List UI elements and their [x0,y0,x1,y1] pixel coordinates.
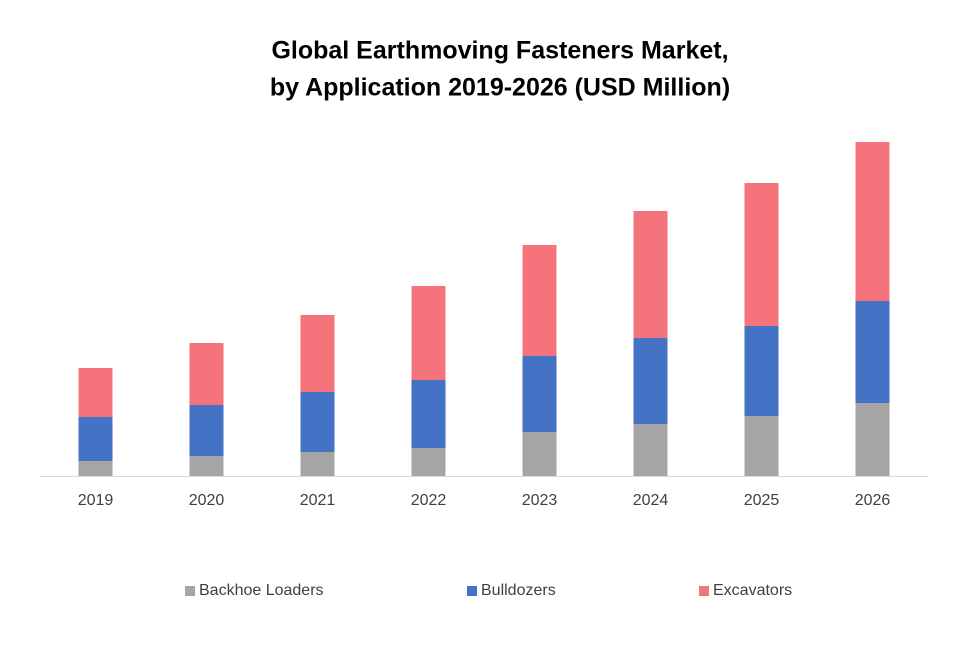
bar-segment [300,452,335,476]
legend-label: Bulldozers [481,582,556,599]
x-tick-label: 2023 [522,492,558,509]
bar-segment [78,461,113,476]
bar-segment [633,338,668,424]
x-tick-label: 2021 [300,492,336,509]
bar-segment [633,424,668,476]
bar-segment [855,301,890,403]
bar-segment [855,142,890,301]
bar-segment [522,432,557,476]
bar-segment [189,405,224,456]
bar-segment [78,368,113,417]
bar-segment [411,380,446,448]
bar-segment [855,403,890,476]
chart-title: Global Earthmoving Fasteners Market, [271,37,728,65]
bar-segment [189,456,224,476]
bar-segment [744,183,779,326]
x-tick-label: 2019 [78,492,114,509]
legend-swatch [699,586,709,596]
legend-swatch [467,586,477,596]
bar-segment [300,315,335,392]
chart-title: by Application 2019-2026 (USD Million) [270,74,730,102]
bar-segment [78,417,113,461]
bar-segment [744,326,779,416]
x-tick-label: 2025 [744,492,780,509]
legend-label: Backhoe Loaders [199,582,324,599]
x-tick-label: 2022 [411,492,447,509]
x-tick-label: 2026 [855,492,891,509]
bar-segment [411,448,446,476]
bar-segment [300,392,335,452]
x-tick-label: 2024 [633,492,669,509]
x-tick-label: 2020 [189,492,225,509]
bar-segment [522,245,557,356]
legend-swatch [185,586,195,596]
bar-segment [744,416,779,476]
legend-label: Excavators [713,582,792,599]
bar-segment [189,343,224,405]
bar-segment [411,286,446,380]
bar-segment [633,211,668,338]
bar-segment [522,356,557,432]
